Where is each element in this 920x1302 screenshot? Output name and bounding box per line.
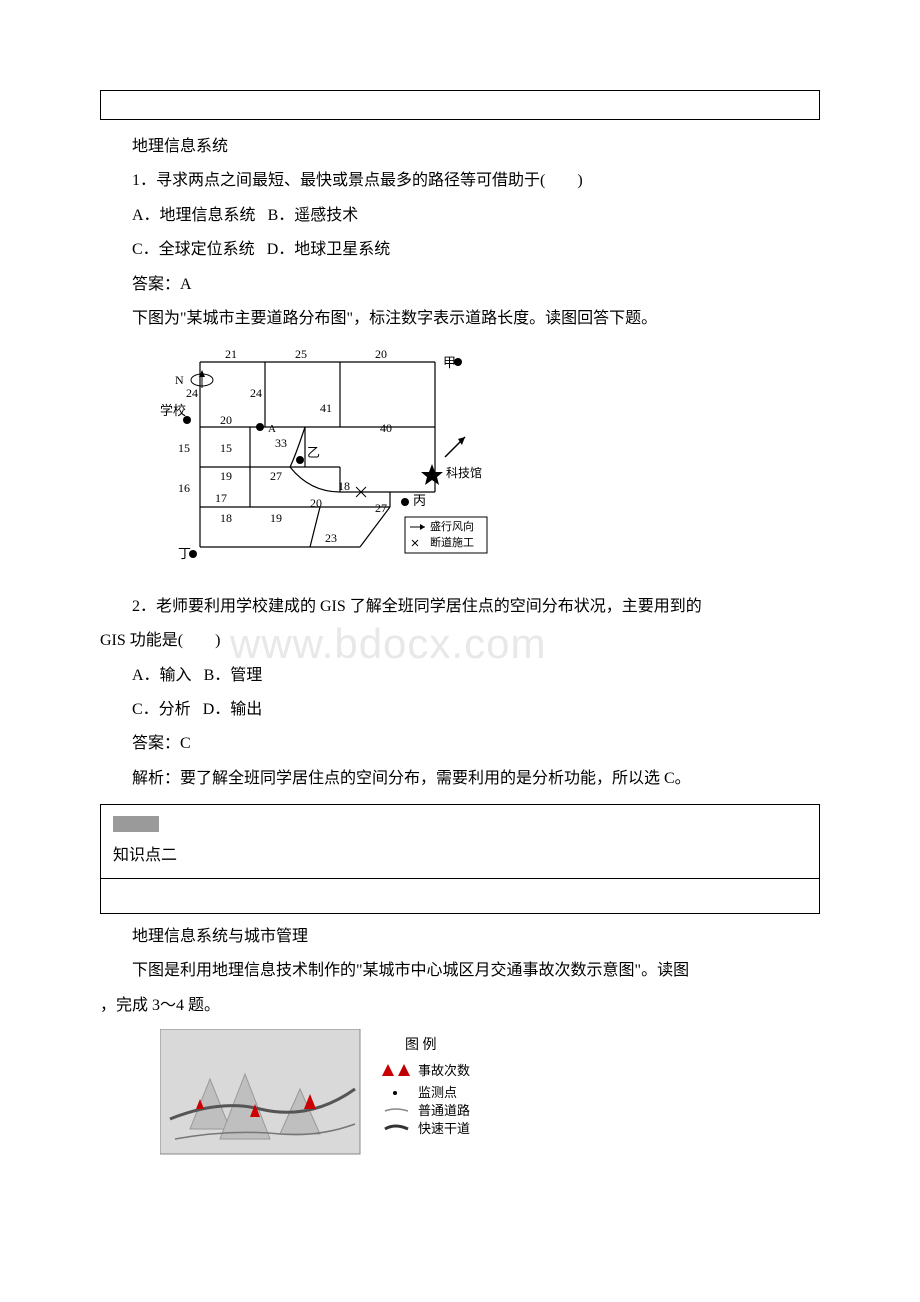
section2-intro-a: 下图是利用地理信息技术制作的"某城市中心城区月交通事故次数示意图"。读图: [100, 956, 820, 986]
svg-text:41: 41: [320, 401, 332, 415]
traffic-svg: 图 例 事故次数 监测点 普通道路 快速干道: [160, 1029, 500, 1159]
legend-accidents: 事故次数: [418, 1063, 470, 1078]
q2-stem-b: GIS 功能是( ): [100, 626, 820, 656]
legend-wind: 盛行风向: [430, 519, 474, 533]
q1-opt-d: D．地球卫星系统: [267, 241, 391, 258]
q2-opt-b: B．管理: [204, 667, 263, 684]
svg-text:19: 19: [270, 511, 282, 525]
q2-opt-c: C．分析: [132, 701, 191, 718]
svg-text:20: 20: [220, 413, 232, 427]
point-school: 学校: [160, 403, 186, 418]
svg-text:23: 23: [325, 531, 337, 545]
knowledge-box: 知识点二: [100, 804, 820, 914]
q1-opt-b: B．遥感技术: [268, 207, 359, 224]
svg-text:27: 27: [375, 501, 387, 515]
point-yi: 乙: [307, 445, 320, 460]
top-empty-box: [100, 90, 820, 120]
legend-title: 图 例: [405, 1037, 437, 1053]
figure-intro: 下图为"某城市主要道路分布图"，标注数字表示道路长度。读图回答下题。: [100, 304, 820, 334]
svg-text:33: 33: [275, 436, 287, 450]
q2-opt-d: D．输出: [203, 701, 263, 718]
legend-express: 快速干道: [418, 1121, 470, 1136]
legend-road: 普通道路: [418, 1103, 470, 1118]
q1-opt-c: C．全球定位系统: [132, 241, 255, 258]
document-page: 地理信息系统 1．寻求两点之间最短、最快或景点最多的路径等可借助于( ) A．地…: [0, 0, 920, 1218]
svg-text:40: 40: [380, 421, 392, 435]
q2-options-line1: A．输入 B．管理: [100, 661, 820, 691]
svg-text:15: 15: [178, 441, 190, 455]
svg-text:20: 20: [310, 496, 322, 510]
q1-options-line1: A．地理信息系统 B．遥感技术: [100, 201, 820, 231]
section2-title: 地理信息系统与城市管理: [100, 922, 820, 952]
legend-closed: 断道施工: [430, 535, 474, 549]
point-jia: 甲: [443, 355, 456, 370]
q1-stem: 1．寻求两点之间最短、最快或景点最多的路径等可借助于( ): [100, 166, 820, 196]
q2-explain: 解析：要了解全班同学居住点的空间分布，需要利用的是分析功能，所以选 C。: [100, 764, 820, 794]
svg-text:27: 27: [270, 469, 282, 483]
q1-opt-a: A．地理信息系统: [132, 207, 256, 224]
svg-text:15: 15: [220, 441, 232, 455]
point-hall: 科技馆: [446, 465, 482, 480]
gray-block-icon: [113, 816, 159, 832]
compass-n: N: [175, 373, 184, 387]
legend-monitor: 监测点: [418, 1085, 457, 1100]
svg-text:18: 18: [220, 511, 232, 525]
q1-answer: 答案：A: [100, 270, 820, 300]
q1-options-line2: C．全球定位系统 D．地球卫星系统: [100, 235, 820, 265]
knowledge-label: 知识点二: [113, 847, 177, 864]
svg-text:21: 21: [225, 347, 237, 361]
section2-intro-b: ，完成 3～4 题。: [100, 991, 820, 1021]
q2-opt-a: A．输入: [132, 667, 192, 684]
svg-text:25: 25: [295, 347, 307, 361]
road-map-svg: N 甲 学校 A 乙 丙 丁 科技馆: [160, 342, 490, 572]
svg-text:24: 24: [186, 386, 198, 400]
road-map-figure: N 甲 学校 A 乙 丙 丁 科技馆: [160, 342, 820, 583]
q2-answer: 答案：C: [100, 729, 820, 759]
svg-text:16: 16: [178, 481, 190, 495]
q2-options-line2: C．分析 D．输出: [100, 695, 820, 725]
svg-text:18: 18: [338, 479, 350, 493]
q2-stem-a: 2．老师要利用学校建成的 GIS 了解全班同学居住点的空间分布状况，主要用到的: [100, 592, 820, 622]
svg-text:24: 24: [250, 386, 262, 400]
section1-title: 地理信息系统: [100, 132, 820, 162]
svg-text:19: 19: [220, 469, 232, 483]
point-bing: 丙: [413, 493, 426, 508]
svg-text:A: A: [268, 423, 276, 435]
point-ding: 丁: [178, 546, 191, 561]
svg-text:20: 20: [375, 347, 387, 361]
traffic-figure: 图 例 事故次数 监测点 普通道路 快速干道: [160, 1029, 820, 1170]
svg-text:17: 17: [215, 491, 227, 505]
